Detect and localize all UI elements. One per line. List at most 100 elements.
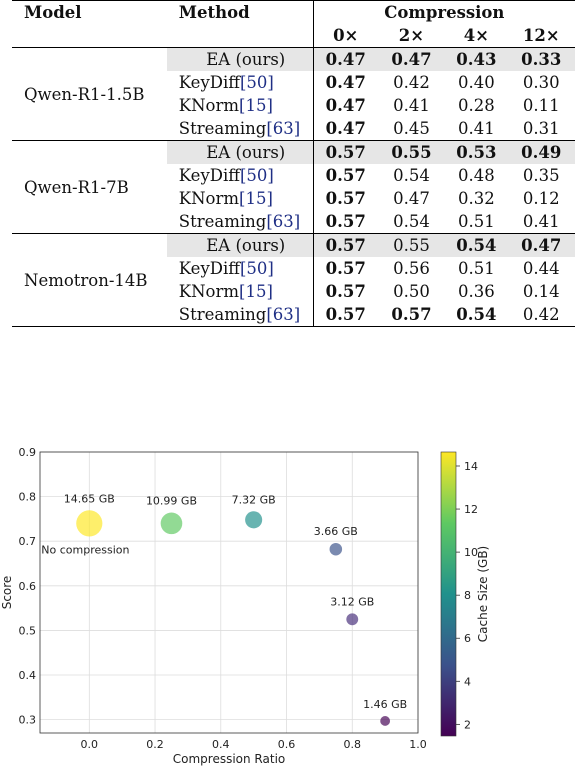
y-tick-label: 0.5 <box>19 624 37 637</box>
y-tick-label: 0.7 <box>19 535 37 548</box>
x-tick-label: 0.4 <box>212 738 230 751</box>
x-axis-label: Compression Ratio <box>173 752 286 766</box>
method-label: Streaming <box>178 212 267 231</box>
score-cell: 0.44 <box>522 259 560 278</box>
score-cell: 0.45 <box>393 119 430 138</box>
method-name: Streaming[63] <box>167 117 313 141</box>
colorbar-tick-label: 2 <box>464 718 471 731</box>
table-row: Streaming[63] 0.57 0.57 0.54 0.42 <box>12 303 575 327</box>
colorbar-label: Cache Size (GB) <box>476 546 490 642</box>
data-point <box>346 613 359 626</box>
score-cell: 0.41 <box>457 119 495 138</box>
method-label: KeyDiff <box>178 259 240 278</box>
scatter-chart: 0.0 0.2 0.4 0.6 0.8 1.0 0.3 0.4 0.5 0.6 0.7 0.8 0.9 … <box>0 430 576 766</box>
score-cell: 0.57 <box>312 210 378 234</box>
citation-link[interactable]: [63] <box>266 305 301 324</box>
score-cell: 0.57 <box>312 303 378 327</box>
score-cell: 0.53 <box>445 140 508 164</box>
score-cell: 0.56 <box>393 259 430 278</box>
score-cell: 0.55 <box>377 140 446 164</box>
header-ratio-12: 12× <box>522 26 560 45</box>
method-name: KNorm[15] <box>167 94 313 117</box>
data-point <box>245 511 263 529</box>
score-cell: 0.54 <box>456 305 497 324</box>
score-cell: 0.30 <box>522 73 560 92</box>
header-method: Method <box>178 3 250 22</box>
colorbar-tick-label: 10 <box>464 546 478 559</box>
y-tick-label: 0.4 <box>19 669 37 682</box>
y-tick-label: 0.6 <box>19 580 37 593</box>
method-label: KeyDiff <box>178 166 240 185</box>
method-label: EA (ours) <box>206 236 286 255</box>
score-cell: 0.51 <box>457 212 495 231</box>
point-label: 7.32 GB <box>232 493 276 506</box>
citation-link[interactable]: [15] <box>239 282 273 301</box>
score-cell: 0.55 <box>377 233 446 257</box>
citation-link[interactable]: [50] <box>240 73 274 92</box>
plot-frame <box>39 451 419 734</box>
citation-link[interactable]: [50] <box>240 166 274 185</box>
table-row: Streaming[63] 0.47 0.45 0.41 0.31 <box>12 117 575 141</box>
score-cell: 0.54 <box>393 166 430 185</box>
method-label: KeyDiff <box>178 73 240 92</box>
table-row: KeyDiff[50] 0.47 0.42 0.40 0.30 <box>12 71 575 94</box>
score-cell: 0.35 <box>522 166 560 185</box>
method-name: Streaming[63] <box>167 210 313 234</box>
method-label: Streaming <box>178 119 267 138</box>
score-cell: 0.31 <box>522 119 560 138</box>
header-ratio-0: 0× <box>312 24 378 48</box>
method-name: EA (ours) <box>166 233 314 257</box>
score-cell: 0.12 <box>522 189 560 208</box>
method-name: KNorm[15] <box>167 187 313 210</box>
colorbar-tick-label: 8 <box>464 589 471 602</box>
table-row: Qwen-R1-1.5B EA (ours) 0.47 0.47 0.43 0.33 <box>12 47 575 104</box>
table-row: KNorm[15] 0.47 0.41 0.28 0.11 <box>12 94 575 117</box>
score-cell: 0.28 <box>457 96 495 115</box>
score-cell: 0.57 <box>312 187 378 210</box>
y-axis-label: Score <box>0 576 14 610</box>
header-ratio-4: 4× <box>463 26 489 45</box>
method-label: Streaming <box>178 305 267 324</box>
score-cell: 0.57 <box>391 305 432 324</box>
chart-svg: 0.0 0.2 0.4 0.6 0.8 1.00.30.40.50.60.70.80.9 … <box>0 446 490 766</box>
score-cell: 0.47 <box>312 94 378 117</box>
annotation-label: No compression <box>41 543 129 556</box>
point-label: 3.66 GB <box>314 525 358 538</box>
citation-link[interactable]: [63] <box>266 119 301 138</box>
method-name: KeyDiff[50] <box>167 257 313 280</box>
colorbar-tick-label: 4 <box>464 675 471 688</box>
score-cell: 0.51 <box>457 259 495 278</box>
method-label: EA (ours) <box>206 50 286 69</box>
y-tick-label: 0.9 <box>19 446 37 459</box>
method-label: EA (ours) <box>206 143 286 162</box>
data-point <box>380 716 391 726</box>
score-cell: 0.49 <box>507 140 575 164</box>
model-name: Qwen-R1-7B <box>24 177 129 197</box>
method-label: KNorm <box>178 189 240 208</box>
score-cell: 0.43 <box>445 47 508 71</box>
method-label: KNorm <box>178 282 240 301</box>
method-name: KeyDiff[50] <box>167 164 313 187</box>
score-cell: 0.57 <box>312 233 378 257</box>
citation-link[interactable]: [15] <box>239 189 273 208</box>
header-ratio-2: 2× <box>398 26 425 45</box>
citation-link[interactable]: [63] <box>266 212 301 231</box>
score-cell: 0.48 <box>457 166 495 185</box>
method-name: KNorm[15] <box>167 280 313 303</box>
score-cell: 0.54 <box>393 212 430 231</box>
score-cell: 0.41 <box>393 96 430 115</box>
x-tick-label: 0.0 <box>81 738 99 751</box>
score-cell: 0.47 <box>393 189 430 208</box>
citation-link[interactable]: [15] <box>239 96 273 115</box>
model-name: Nemotron-14B <box>24 270 148 290</box>
point-label: 14.65 GB <box>64 492 115 505</box>
citation-link[interactable]: [50] <box>240 259 274 278</box>
score-cell: 0.57 <box>312 164 378 187</box>
score-cell: 0.57 <box>312 257 378 280</box>
score-cell: 0.32 <box>457 189 495 208</box>
score-cell: 0.41 <box>522 212 560 231</box>
point-label: 1.46 GB <box>363 698 407 711</box>
score-cell: 0.57 <box>312 280 378 303</box>
score-cell: 0.36 <box>457 282 495 301</box>
y-tick-label: 0.3 <box>19 714 37 727</box>
